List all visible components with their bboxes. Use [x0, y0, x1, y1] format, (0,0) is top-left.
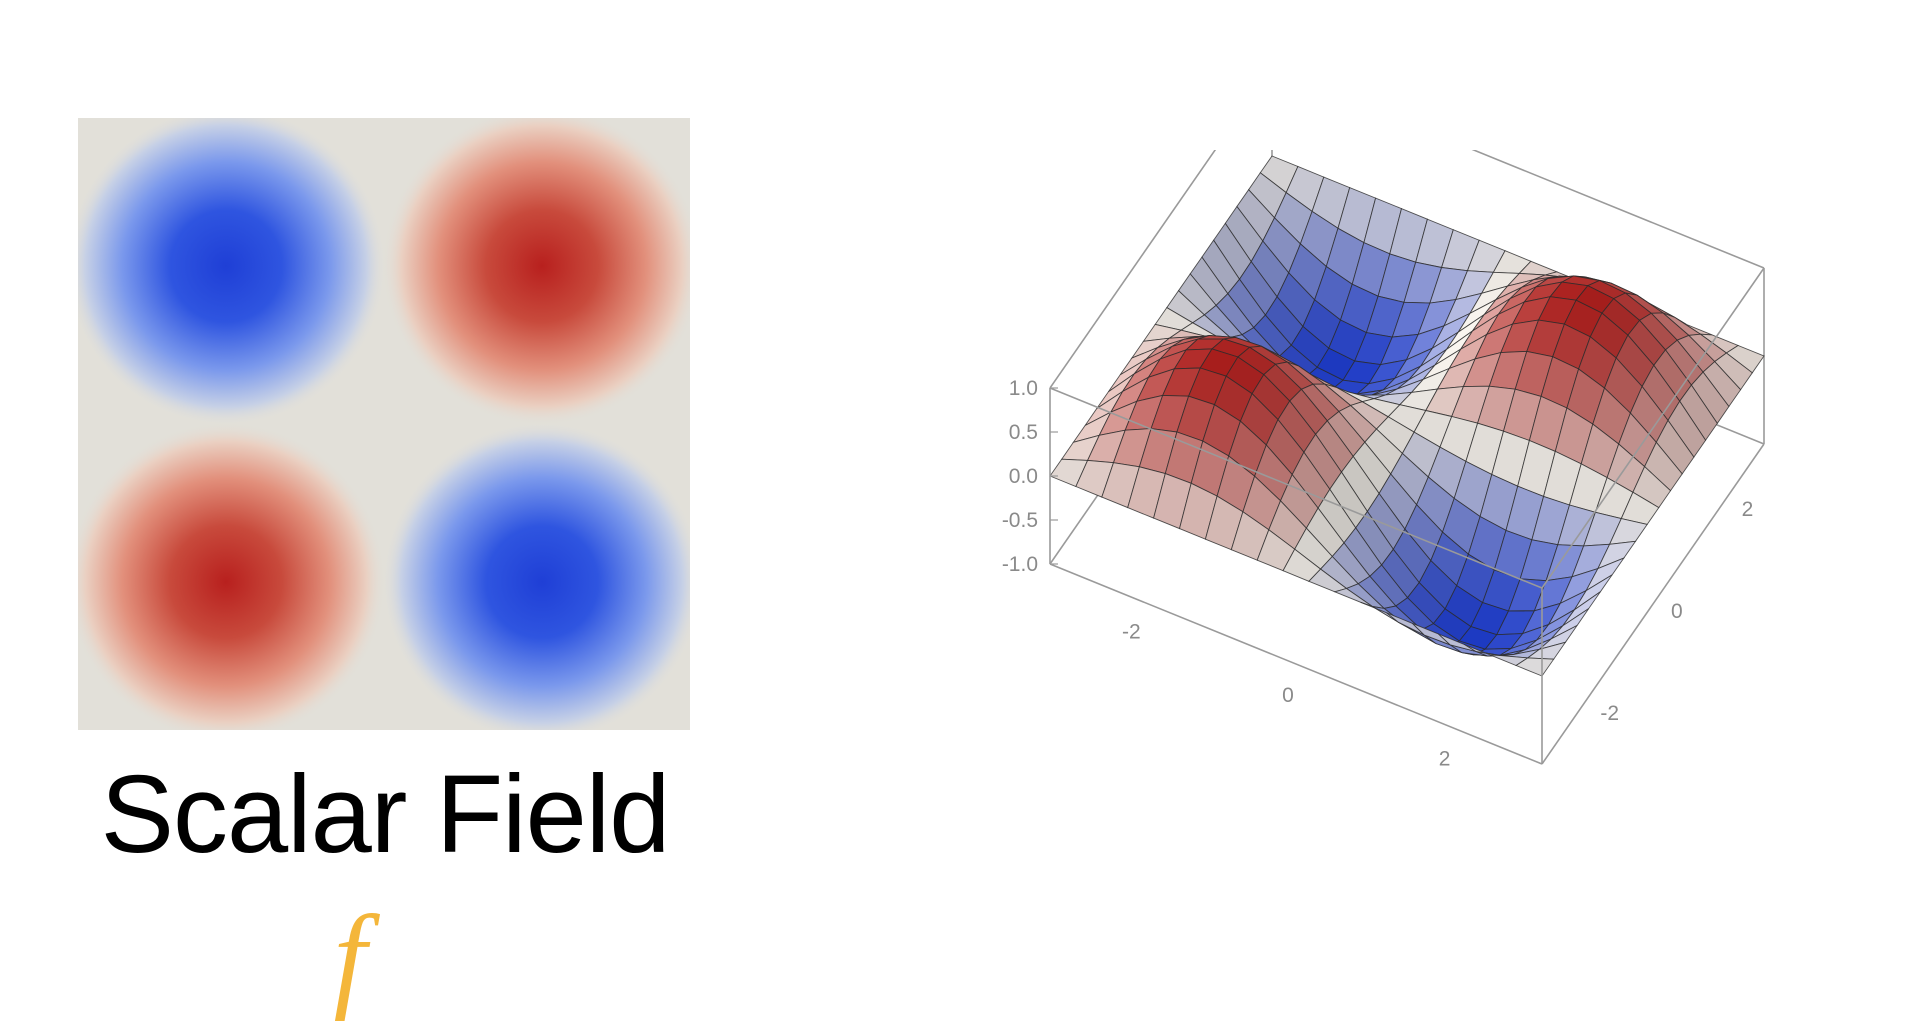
surface-plot: 1.0 0.5 0.0 -0.5 -1.0 -2 0 2 2 0 -2 — [1002, 150, 1765, 771]
density-plot — [78, 118, 690, 730]
positive-lobe-bottom-left — [78, 422, 386, 730]
y-tick-label: 0 — [1671, 600, 1683, 623]
z-tick-label: -0.5 — [1002, 509, 1038, 532]
x-tick-label: -2 — [1122, 620, 1141, 643]
y-tick-label: 2 — [1742, 498, 1754, 521]
positive-lobe-top-right — [382, 118, 690, 426]
negative-lobe-top-left — [78, 118, 386, 426]
axis-ticks: 1.0 0.5 0.0 -0.5 -1.0 -2 0 2 2 0 -2 — [1002, 377, 1754, 771]
box-edge — [1541, 267, 1765, 589]
box-edge — [1471, 150, 1765, 269]
caption-title: Scalar Field — [100, 753, 671, 876]
surface-cell — [1515, 657, 1555, 677]
bounding-box-front — [1049, 267, 1765, 765]
z-tick-label: 0.0 — [1009, 465, 1038, 488]
x-tick-label: 2 — [1439, 748, 1451, 771]
caption-symbol: f — [333, 891, 367, 1022]
z-tick-label: 1.0 — [1009, 377, 1038, 400]
box-edge — [1541, 443, 1765, 765]
box-edge — [1049, 387, 1543, 589]
z-tick-label: 0.5 — [1009, 421, 1038, 444]
surface-mesh — [1049, 155, 1765, 677]
box-edge — [1049, 563, 1543, 765]
y-tick-label: -2 — [1600, 702, 1619, 725]
x-tick-label: 0 — [1282, 684, 1294, 707]
box-edge — [1049, 150, 1217, 389]
negative-lobe-bottom-right — [382, 422, 690, 730]
z-tick-label: -1.0 — [1002, 553, 1038, 576]
